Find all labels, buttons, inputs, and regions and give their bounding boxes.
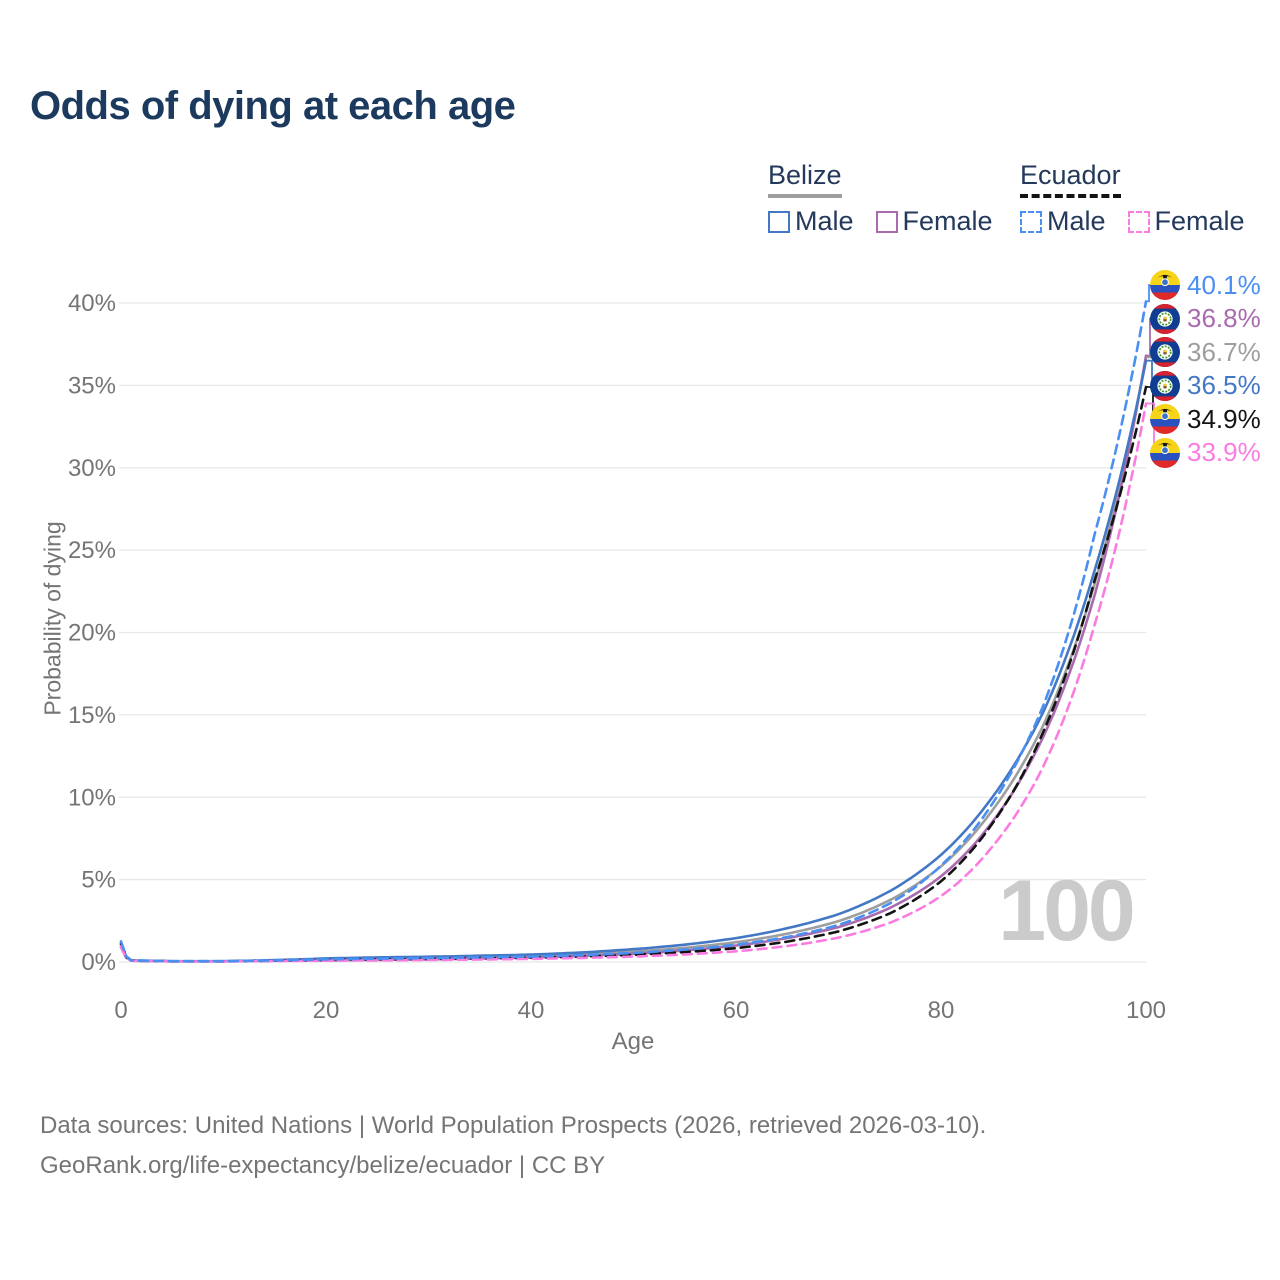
ecuador-flag-icon xyxy=(1150,437,1180,468)
page-title: Odds of dying at each age xyxy=(30,84,516,128)
x-tick-label: 40 xyxy=(518,997,545,1024)
y-tick-label: 0% xyxy=(81,949,116,976)
footer-attribution: GeoRank.org/life-expectancy/belize/ecuad… xyxy=(40,1152,606,1179)
footer: Data sources: United Nations | World Pop… xyxy=(40,1106,986,1186)
legend-label: Female xyxy=(1154,206,1245,236)
legend-label: Female xyxy=(902,206,993,236)
end-label-value: 34.9% xyxy=(1187,403,1261,434)
end-label-row-ecuador-male[interactable]: 40.1% xyxy=(1150,270,1261,300)
y-tick-label: 10% xyxy=(68,784,116,811)
x-tick-label: 0 xyxy=(114,997,127,1024)
legend-label: Male xyxy=(795,206,854,236)
belize-flag-icon xyxy=(1150,370,1180,401)
belize-flag-icon xyxy=(1150,337,1180,367)
series-line-ecuador-male[interactable] xyxy=(119,300,1148,963)
y-axis-title: Probability of dying xyxy=(39,521,66,716)
ecuador-flag-icon xyxy=(1150,270,1180,300)
x-tick-label: 80 xyxy=(928,997,955,1024)
end-label-value: 33.9% xyxy=(1187,437,1261,467)
legend-item-belize-female[interactable]: Female xyxy=(875,206,993,237)
y-tick-label: 5% xyxy=(81,867,116,894)
legend-country-belize[interactable]: Belize xyxy=(768,160,842,198)
y-tick-label: 20% xyxy=(68,620,116,647)
y-tick-label: 35% xyxy=(68,372,116,399)
end-label-value: 36.5% xyxy=(1187,370,1261,400)
end-label-row-belize-male[interactable]: 36.5% xyxy=(1150,370,1261,401)
x-tick-label: 20 xyxy=(313,997,340,1024)
end-label-row-ecuador-female[interactable]: 33.9% xyxy=(1150,437,1261,468)
end-label-value: 36.7% xyxy=(1187,336,1261,367)
y-tick-label: 40% xyxy=(68,290,116,317)
legend-item-ecuador-male[interactable]: Male xyxy=(1020,206,1106,237)
x-axis-title: Age xyxy=(611,1028,655,1055)
legend-label: Male xyxy=(1047,206,1106,236)
ecuador-female-swatch-icon xyxy=(1127,210,1150,233)
end-label-value: 40.1% xyxy=(1187,269,1261,300)
ecuador-male-swatch-icon xyxy=(1020,210,1042,233)
end-label-row-belize-both[interactable]: 36.7% xyxy=(1150,337,1261,367)
legend-group-ecuador: Ecuador Male Female xyxy=(1020,160,1245,237)
x-tick-label: 60 xyxy=(723,997,750,1024)
end-label-row-ecuador-both[interactable]: 34.9% xyxy=(1150,404,1261,434)
legend-country-ecuador[interactable]: Ecuador xyxy=(1020,160,1121,198)
belize-male-swatch-icon xyxy=(768,210,790,233)
legend-item-belize-male[interactable]: Male xyxy=(768,206,854,237)
y-tick-label: 25% xyxy=(68,537,116,564)
y-tick-label: 15% xyxy=(68,702,116,729)
end-label-value: 36.8% xyxy=(1187,303,1261,333)
belize-flag-icon xyxy=(1150,303,1180,334)
legend-item-ecuador-female[interactable]: Female xyxy=(1127,206,1245,237)
age-watermark: 100 xyxy=(998,863,1136,959)
belize-female-swatch-icon xyxy=(875,210,898,233)
legend-group-belize: Belize Male Female xyxy=(768,160,993,237)
ecuador-flag-icon xyxy=(1150,404,1180,434)
footer-data-sources: Data sources: United Nations | World Pop… xyxy=(40,1112,987,1139)
x-tick-label: 100 xyxy=(1126,997,1166,1024)
y-tick-label: 30% xyxy=(68,455,116,482)
end-label-row-belize-female[interactable]: 36.8% xyxy=(1150,303,1261,334)
